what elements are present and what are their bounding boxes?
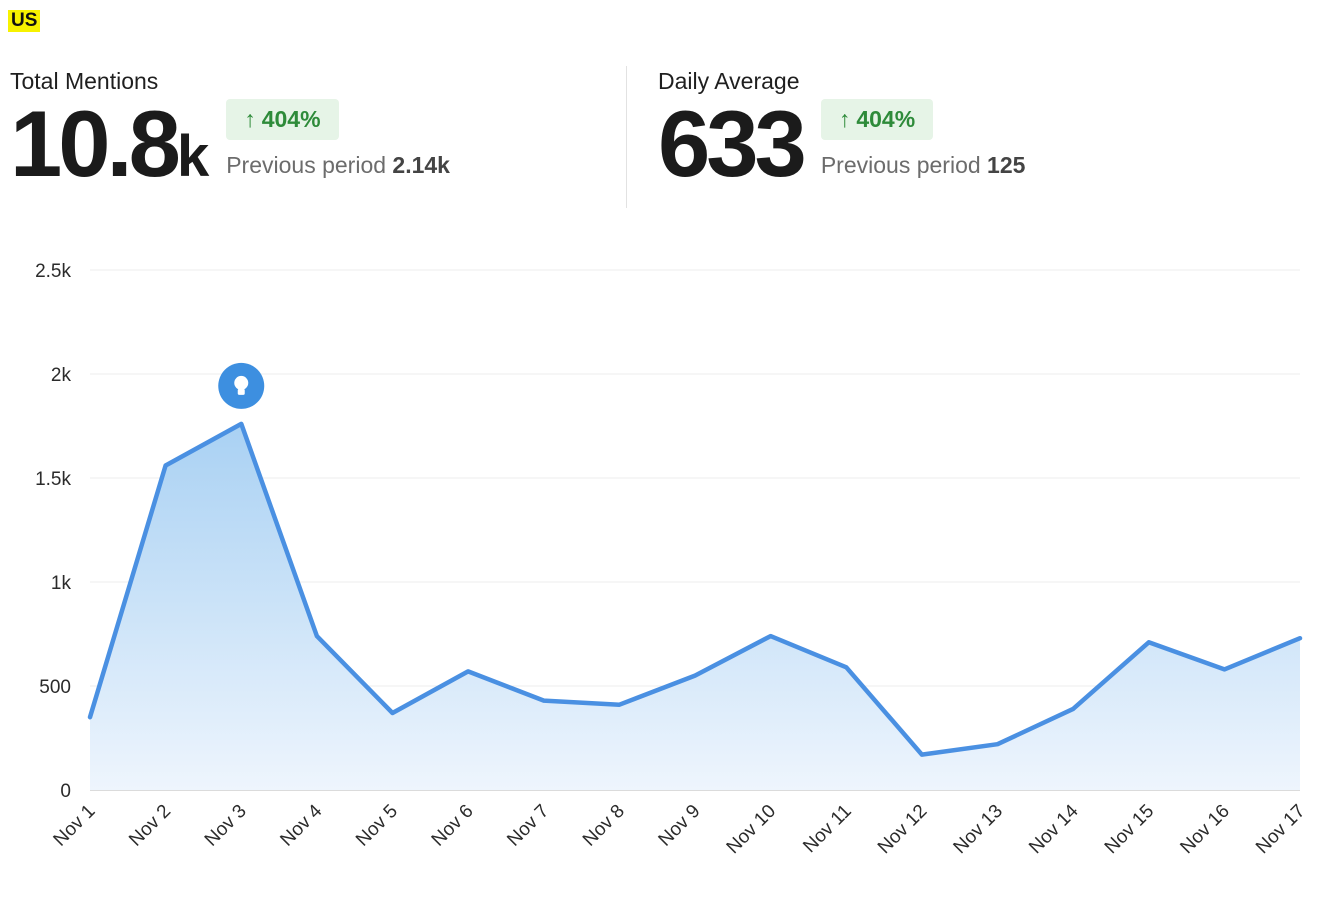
arrow-up-icon: ↑	[244, 106, 256, 132]
x-tick-label: Nov 15	[1101, 801, 1158, 858]
x-tick-label: Nov 6	[428, 801, 478, 851]
total-mentions-change: 404%	[261, 106, 321, 132]
y-tick-label: 2k	[51, 365, 72, 386]
y-tick-label: 1k	[51, 573, 72, 594]
y-axis-ticks: 0 500 1k 1.5k 2k 2.5k	[35, 261, 71, 802]
daily-average-value: 633	[658, 91, 807, 196]
previous-period-label: Previous period	[820, 152, 981, 178]
y-tick-label: 0	[60, 781, 71, 802]
bulb-glass	[234, 375, 249, 390]
series-area	[90, 423, 1300, 790]
x-tick-label: Nov 13	[950, 801, 1007, 858]
x-tick-label: Nov 2	[125, 801, 175, 851]
series-area-fill	[90, 423, 1300, 790]
region-tag: US	[8, 10, 41, 32]
total-mentions-stat: Total Mentions 10.8k ↑ 404% Previous peri…	[10, 68, 450, 202]
x-tick-label: Nov 10	[723, 801, 780, 858]
x-tick-label: Nov 1	[50, 801, 100, 851]
x-tick-label: Nov 16	[1176, 801, 1233, 858]
x-axis-ticks: Nov 1 Nov 2 Nov 3 Nov 4 Nov 5 Nov 6 Nov 7 Nov 8…	[50, 800, 1310, 858]
total-mentions-label: Total Mentions	[10, 68, 159, 94]
total-mentions-value: 10.8k	[10, 97, 209, 202]
x-tick-label: Nov 14	[1025, 800, 1083, 858]
total-mentions-previous: Previous period 2.14k	[226, 152, 450, 179]
daily-average-label: Daily Average	[658, 68, 800, 94]
x-tick-label: Nov 8	[579, 801, 629, 851]
total-mentions-change-badge: ↑ 404%	[226, 99, 339, 140]
stat-divider	[626, 66, 627, 208]
daily-average-change: 404%	[856, 106, 916, 132]
daily-average-change-badge: ↑ 404%	[820, 99, 934, 140]
previous-period-value: 2.14k	[392, 152, 450, 178]
x-tick-label: Nov 5	[352, 801, 402, 851]
previous-period-label: Previous period	[226, 152, 387, 178]
daily-average-stat: Daily Average 633 ↑ 404% Previous period …	[658, 68, 1026, 196]
y-tick-label: 500	[39, 677, 71, 698]
arrow-up-icon: ↑	[838, 106, 851, 132]
y-tick-label: 2.5k	[35, 261, 71, 282]
x-tick-label: Nov 7	[503, 801, 553, 851]
total-mentions-number: 10.8	[10, 91, 181, 196]
x-tick-label: Nov 9	[655, 801, 705, 851]
bulb-base	[237, 388, 245, 395]
lightbulb-icon[interactable]	[218, 362, 265, 409]
x-tick-label: Nov 3	[201, 801, 251, 851]
y-tick-label: 1.5k	[35, 469, 71, 490]
previous-period-value: 125	[987, 152, 1026, 178]
series-line-group	[87, 421, 1303, 757]
x-tick-label: Nov 17	[1252, 801, 1309, 858]
daily-average-previous: Previous period 125	[821, 152, 1026, 179]
x-tick-label: Nov 12	[874, 801, 931, 858]
total-mentions-unit: k	[176, 124, 209, 189]
x-tick-label: Nov 11	[799, 801, 855, 857]
x-tick-label: Nov 4	[276, 800, 326, 850]
